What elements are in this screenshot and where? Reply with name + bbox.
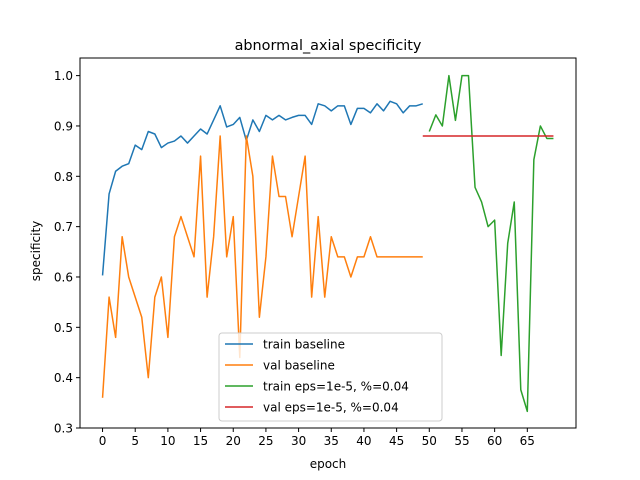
series-line-2 <box>101 135 423 398</box>
legend-entry-label: train baseline <box>263 338 345 352</box>
legend-box <box>218 332 443 422</box>
x-tick-label: 55 <box>454 434 469 448</box>
y-tick-label: 0.9 <box>54 119 73 133</box>
x-tick-label: 45 <box>389 434 404 448</box>
x-tick-label: 10 <box>160 434 175 448</box>
x-tick-label: 0 <box>99 434 107 448</box>
chart-title: abnormal_axial specificity <box>235 38 422 54</box>
legend-entry-label: train eps=1e-5, %=0.04 <box>263 380 409 394</box>
x-tick-label: 60 <box>487 434 502 448</box>
legend-entry-label: val baseline <box>263 359 335 373</box>
x-tick-label: 40 <box>356 434 371 448</box>
series-layer <box>101 74 554 413</box>
legend-entry-label: val eps=1e-5, %=0.04 <box>263 401 399 415</box>
x-tick-label: 25 <box>258 434 273 448</box>
y-tick-label: 0.8 <box>54 170 73 184</box>
x-tick-label: 30 <box>291 434 306 448</box>
x-tick-label: 15 <box>193 434 208 448</box>
y-tick-label: 0.5 <box>54 321 73 335</box>
plot-area-frame <box>79 57 577 429</box>
y-tick-label: 0.3 <box>54 422 73 436</box>
legend: train baseline val baseline train eps=1e-5… <box>218 332 443 422</box>
x-tick-label: 65 <box>520 434 535 448</box>
y-axis: 0.3 0.4 0.5 0.6 0.7 0.8 0.9 1.0 <box>54 69 80 436</box>
y-tick-label: 0.6 <box>54 270 73 284</box>
y-tick-label: 0.4 <box>54 371 73 385</box>
x-tick-label: 20 <box>226 434 241 448</box>
y-tick-label: 1.0 <box>54 69 73 83</box>
x-tick-label: 5 <box>131 434 139 448</box>
series-line-3 <box>428 74 554 413</box>
x-tick-label: 35 <box>324 434 339 448</box>
y-tick-label: 0.7 <box>54 220 73 234</box>
x-axis-label: epoch <box>310 457 347 471</box>
y-axis-label: specificity <box>29 221 43 281</box>
series-line-1 <box>101 100 423 276</box>
x-axis: 0 5 10 15 20 25 30 35 40 45 50 55 60 65 <box>99 428 535 448</box>
x-tick-label: 50 <box>422 434 437 448</box>
